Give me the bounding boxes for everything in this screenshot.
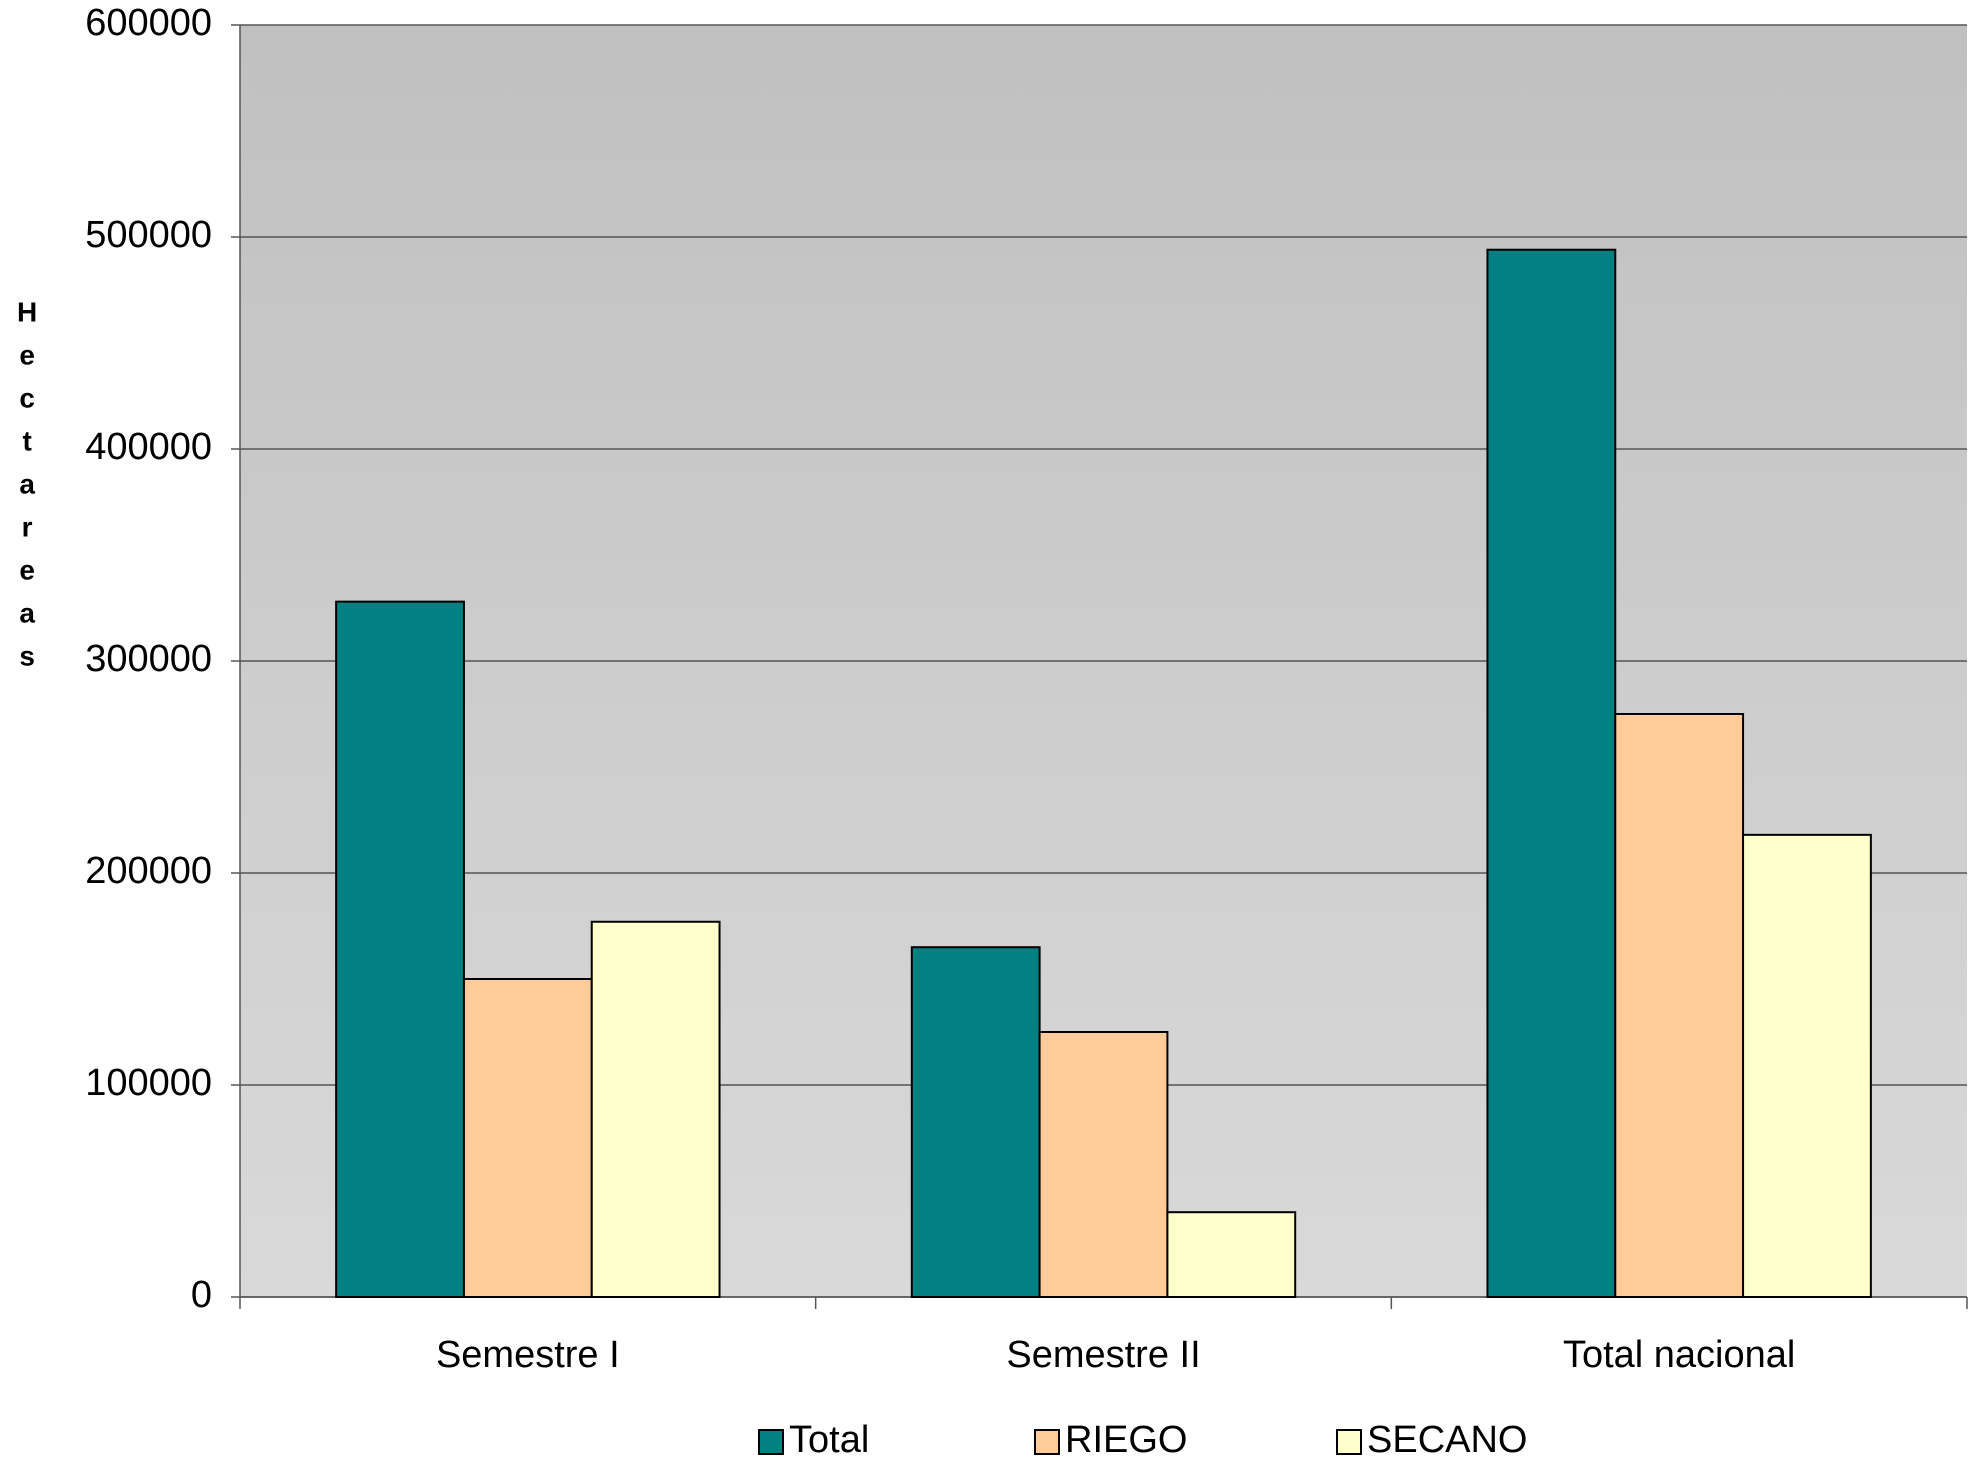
bar: [1166, 1211, 1297, 1298]
bar: [1486, 248, 1617, 1299]
bar: [335, 600, 465, 1298]
bar: [1742, 833, 1872, 1299]
y-tick-label: 0: [191, 1274, 212, 1316]
y-tick-label: 400000: [85, 426, 212, 468]
x-tick-label: Total nacional: [1563, 1334, 1795, 1376]
legend-swatch: [1336, 1429, 1362, 1455]
bar: [590, 920, 721, 1298]
y-tick-label: 200000: [85, 850, 212, 892]
y-tick-label: 300000: [85, 638, 212, 680]
legend-label: SECANO: [1367, 1419, 1527, 1458]
bar: [1038, 1031, 1169, 1298]
y-tick-label: 600000: [85, 2, 212, 44]
bar: [910, 946, 1041, 1298]
legend-swatch: [758, 1429, 784, 1455]
y-tick-label: 500000: [85, 214, 212, 256]
legend-label: RIEGO: [1065, 1419, 1187, 1458]
y-tick-label: 100000: [85, 1062, 212, 1104]
legend-swatch: [1034, 1429, 1060, 1455]
legend-label: Total: [789, 1419, 869, 1458]
bar: [462, 978, 593, 1298]
bar: [1614, 713, 1745, 1298]
x-tick-label: Semestre II: [1006, 1334, 1200, 1376]
y-axis-label: Hectareas: [12, 297, 43, 684]
x-tick-label: Semestre I: [436, 1334, 620, 1376]
